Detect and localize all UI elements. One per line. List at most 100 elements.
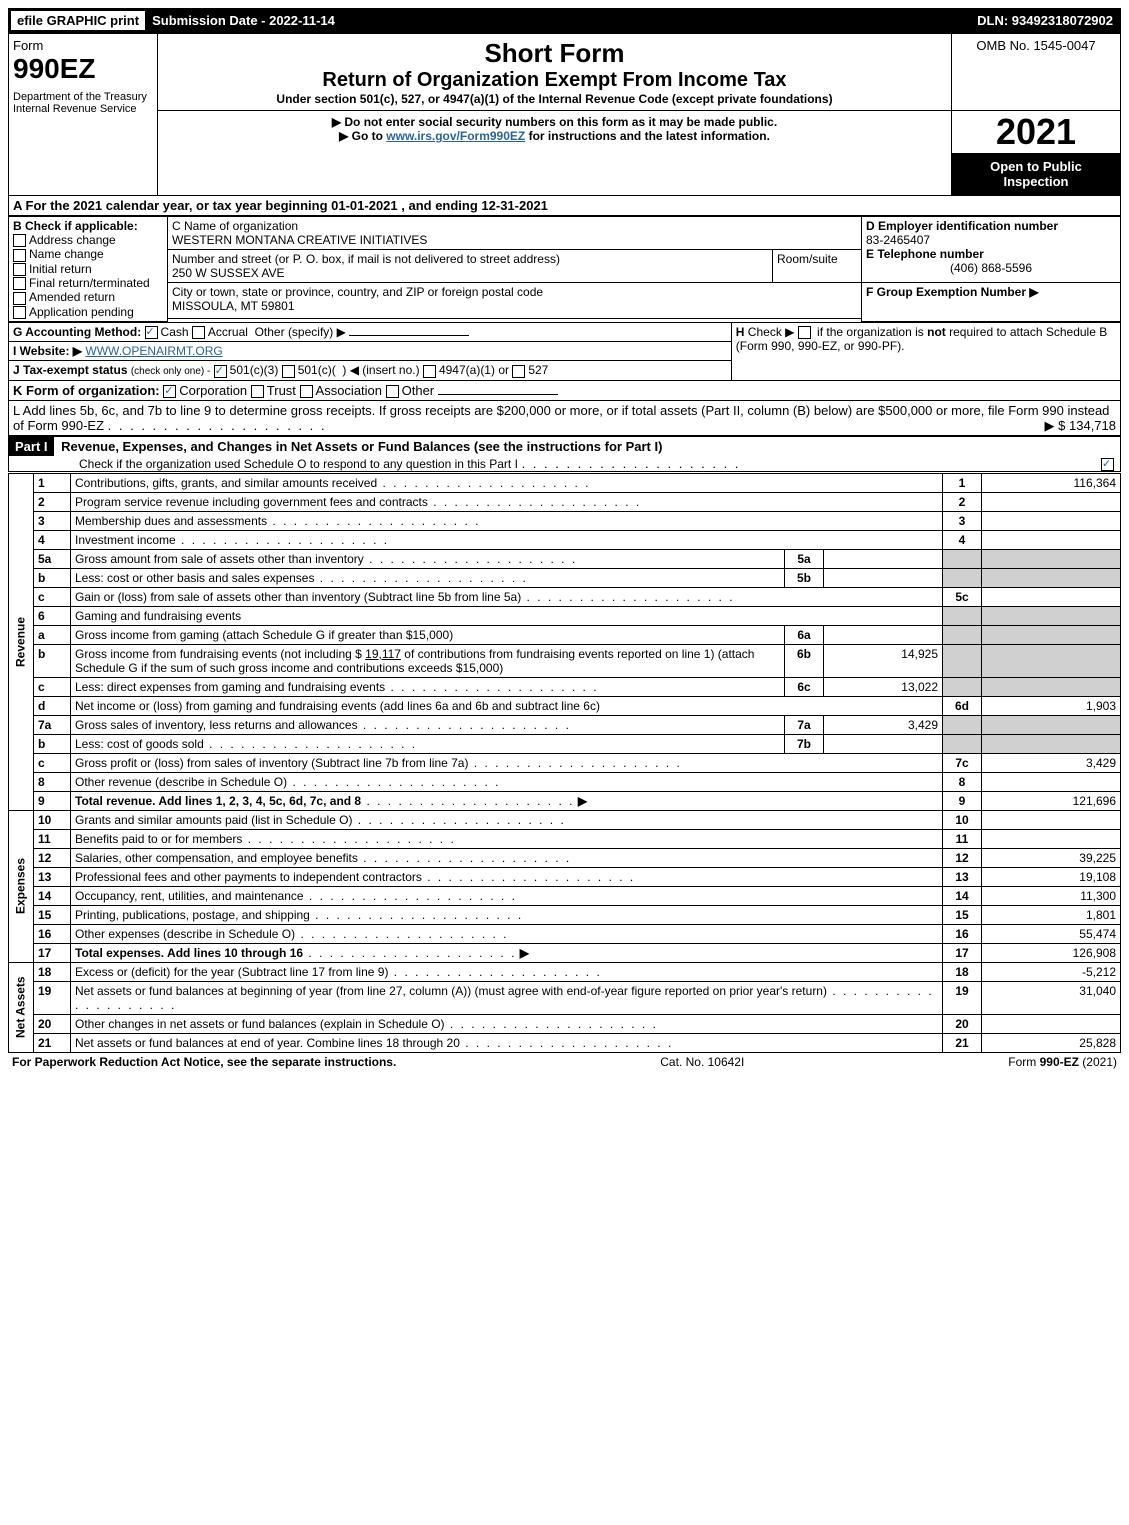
line-1-ln: 1 <box>943 473 982 492</box>
line-6b-desc: Gross income from fundraising events (no… <box>71 644 785 677</box>
table-row: 15 Printing, publications, postage, and … <box>9 905 1121 924</box>
info-table-gh: G Accounting Method: Cash Accrual Other … <box>8 322 1121 381</box>
room-label: Room/suite <box>777 252 838 266</box>
city-value: MISSOULA, MT 59801 <box>172 299 295 313</box>
table-row: 16 Other expenses (describe in Schedule … <box>9 924 1121 943</box>
table-row: Net Assets 18 Excess or (deficit) for th… <box>9 962 1121 981</box>
table-row: 11 Benefits paid to or for members 11 <box>9 829 1121 848</box>
info-table-bf: B Check if applicable: Address change Na… <box>8 216 1121 322</box>
checkbox-trust[interactable] <box>251 385 264 398</box>
table-row: d Net income or (loss) from gaming and f… <box>9 696 1121 715</box>
checkbox-amended-return[interactable] <box>13 292 26 305</box>
g-other: Other (specify) ▶ <box>255 325 346 339</box>
h-text: H Check ▶ if the organization is not req… <box>736 325 1107 353</box>
note-goto: ▶ Go to www.irs.gov/Form990EZ for instru… <box>162 129 947 143</box>
subtitle: Under section 501(c), 527, or 4947(a)(1)… <box>162 92 947 106</box>
checkbox-name-change[interactable] <box>13 249 26 262</box>
table-row: Expenses 10 Grants and similar amounts p… <box>9 810 1121 829</box>
table-row: 21 Net assets or fund balances at end of… <box>9 1033 1121 1052</box>
checkbox-schedule-b[interactable] <box>798 326 811 339</box>
g-label: G Accounting Method: <box>13 325 141 339</box>
i-label: I Website: ▶ <box>13 344 82 358</box>
checkbox-other-org[interactable] <box>386 385 399 398</box>
checkbox-initial-return[interactable] <box>13 263 26 276</box>
checkbox-4947a1[interactable] <box>423 365 436 378</box>
f-label: F Group Exemption Number ▶ <box>866 285 1039 299</box>
checkbox-corporation[interactable] <box>163 385 176 398</box>
website-link[interactable]: WWW.OPENAIRMT.ORG <box>85 344 222 358</box>
note-ssn: ▶ Do not enter social security numbers o… <box>162 115 947 129</box>
part1-header: Part I <box>9 437 54 456</box>
line-1-amt: 116,364 <box>982 473 1121 492</box>
table-row: 19 Net assets or fund balances at beginn… <box>9 981 1121 1014</box>
table-row: 17 Total expenses. Add lines 10 through … <box>9 943 1121 962</box>
checkbox-501c3[interactable] <box>214 365 227 378</box>
tax-year: 2021 <box>952 111 1120 153</box>
table-row: 14 Occupancy, rent, utilities, and maint… <box>9 886 1121 905</box>
footer-mid: Cat. No. 10642I <box>660 1055 744 1069</box>
room-suite: Room/suite <box>773 250 862 283</box>
top-bar: efile GRAPHIC print Submission Date - 20… <box>8 8 1121 33</box>
checkbox-schedule-o-part1[interactable] <box>1101 458 1114 471</box>
ein-value: 83-2465407 <box>866 233 930 247</box>
org-name: WESTERN MONTANA CREATIVE INITIATIVES <box>172 233 427 247</box>
line-1-num: 1 <box>34 473 71 492</box>
checkbox-final-return[interactable] <box>13 277 26 290</box>
other-specify-line <box>349 335 469 336</box>
checkbox-address-change[interactable] <box>13 234 26 247</box>
table-row: 4 Investment income 4 <box>9 530 1121 549</box>
title-cell: Short Form Return of Organization Exempt… <box>158 34 952 111</box>
footer-left: For Paperwork Reduction Act Notice, see … <box>12 1055 396 1069</box>
notes-cell: ▶ Do not enter social security numbers o… <box>158 111 952 196</box>
year-cell: 2021 Open to Public Inspection <box>952 111 1121 196</box>
header-table: Form 990EZ Department of the Treasury In… <box>8 33 1121 196</box>
short-form-title: Short Form <box>162 38 947 69</box>
table-row: b Less: cost or other basis and sales ex… <box>9 568 1121 587</box>
table-row: 6 Gaming and fundraising events <box>9 606 1121 625</box>
form-cell: Form 990EZ Department of the Treasury In… <box>9 34 158 196</box>
phone-value: (406) 868-5596 <box>866 261 1116 275</box>
checkbox-association[interactable] <box>300 385 313 398</box>
section-a-text: A For the 2021 calendar year, or tax yea… <box>13 198 548 213</box>
section-l: L Add lines 5b, 6c, and 7b to line 9 to … <box>8 401 1121 436</box>
checkbox-cash[interactable] <box>145 326 158 339</box>
part1-dots <box>522 456 741 471</box>
b-item-5: Application pending <box>29 305 134 319</box>
checkbox-527[interactable] <box>512 365 525 378</box>
checkbox-accrual[interactable] <box>192 326 205 339</box>
table-row: c Gain or (loss) from sale of assets oth… <box>9 587 1121 606</box>
part1-title: Revenue, Expenses, and Changes in Net As… <box>57 437 666 456</box>
omb-cell: OMB No. 1545-0047 <box>952 34 1121 111</box>
inspection-badge: Open to Public Inspection <box>952 153 1120 195</box>
checkbox-501c[interactable] <box>282 365 295 378</box>
section-b: B Check if applicable: Address change Na… <box>9 217 168 322</box>
form-number: 990EZ <box>13 53 153 85</box>
table-row: 8 Other revenue (describe in Schedule O)… <box>9 772 1121 791</box>
note2-post: for instructions and the latest informat… <box>529 129 770 143</box>
footer: For Paperwork Reduction Act Notice, see … <box>8 1053 1121 1071</box>
table-row: 20 Other changes in net assets or fund b… <box>9 1014 1121 1033</box>
b-title: B Check if applicable: <box>13 219 138 233</box>
section-k: K Form of organization: Corporation Trus… <box>8 381 1121 401</box>
section-i: I Website: ▶ WWW.OPENAIRMT.ORG <box>9 342 732 361</box>
section-d-e: D Employer identification number 83-2465… <box>862 217 1121 283</box>
form-word: Form <box>13 38 153 53</box>
part1-check-line: Check if the organization used Schedule … <box>9 457 518 471</box>
section-c-street: Number and street (or P. O. box, if mail… <box>168 250 773 283</box>
e-label: E Telephone number <box>866 247 984 261</box>
b-item-2: Initial return <box>29 262 92 276</box>
dept-label: Department of the Treasury Internal Reve… <box>13 91 153 115</box>
street-value: 250 W SUSSEX AVE <box>172 266 285 280</box>
irs-link[interactable]: www.irs.gov/Form990EZ <box>386 129 525 143</box>
table-row: a Gross income from gaming (attach Sched… <box>9 625 1121 644</box>
section-c-name: C Name of organization WESTERN MONTANA C… <box>168 217 862 250</box>
table-row: 9 Total revenue. Add lines 1, 2, 3, 4, 5… <box>9 791 1121 810</box>
table-row: b Less: cost of goods sold 7b <box>9 734 1121 753</box>
d-label: D Employer identification number <box>866 219 1058 233</box>
part1-header-row: Part I Revenue, Expenses, and Changes in… <box>8 436 1121 472</box>
b-item-4: Amended return <box>29 290 115 304</box>
section-f: F Group Exemption Number ▶ <box>862 283 1121 322</box>
expenses-vlabel: Expenses <box>9 810 34 962</box>
checkbox-application-pending[interactable] <box>13 306 26 319</box>
netassets-vlabel: Net Assets <box>9 962 34 1052</box>
